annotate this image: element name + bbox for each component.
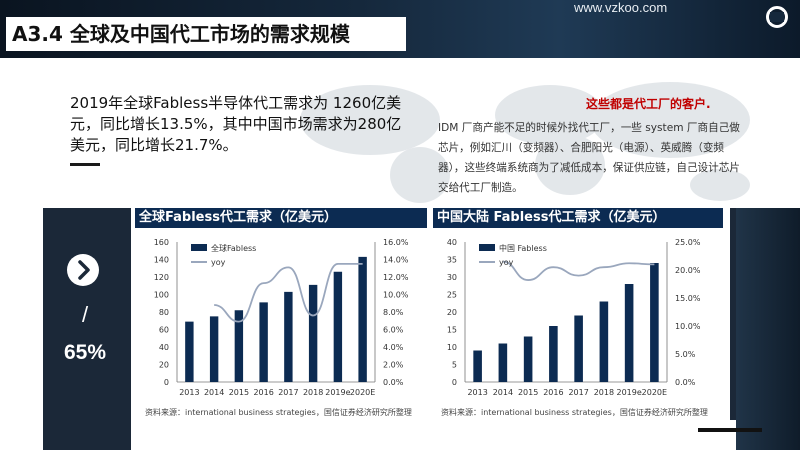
yoy-line (502, 260, 655, 281)
yoy-line (214, 262, 363, 323)
charts-container: 全球Fabless代工需求（亿美元） 中国大陆 Fabless代工需求（亿美元）… (131, 208, 736, 420)
x-tick-label: 2013 (467, 388, 487, 397)
chevron-right-icon (78, 260, 90, 280)
x-tick-label: 2017 (568, 388, 588, 397)
y-left-tick-label: 20 (447, 308, 457, 317)
y-left-tick-label: 25 (447, 291, 457, 300)
y-right-tick-label: 14.0% (383, 256, 409, 265)
right-side-panel (736, 208, 800, 450)
y-left-tick-label: 160 (154, 238, 169, 247)
bar (358, 256, 367, 382)
side-slash: / (81, 302, 89, 327)
x-tick-label: 2019e (325, 388, 350, 397)
y-left-tick-label: 15 (447, 326, 457, 335)
x-tick-label: 2017 (278, 388, 298, 397)
bar (599, 301, 609, 382)
y-right-tick-label: 2.0% (383, 361, 404, 370)
side-percent: 65% (63, 341, 107, 364)
intro-divider (70, 163, 100, 166)
world-map-watermark (300, 82, 750, 203)
bar (185, 321, 194, 382)
bar (650, 263, 659, 382)
bar (523, 336, 533, 382)
legend-swatch-bar (479, 244, 495, 251)
page-title: A3.4 全球及中国代工市场的需求规模 (6, 17, 406, 51)
bar (574, 315, 583, 382)
y-left-tick-label: 0 (164, 378, 169, 387)
charts-svg: 0204060801001201401600.0%2.0%4.0%6.0%8.0… (154, 238, 701, 397)
y-left-tick-label: 140 (154, 256, 169, 265)
intro-text: 2019年全球Fabless半导体代工需求为 1260亿美元，同比增长13.5%… (70, 94, 402, 154)
bar (259, 302, 268, 382)
y-right-tick-label: 5.0% (675, 350, 696, 359)
legend-label-bar: 中国 Fabless (499, 243, 547, 253)
x-tick-label: 2020E (642, 388, 667, 397)
bar (284, 291, 293, 382)
y-left-tick-label: 10 (447, 343, 457, 352)
chart-2-title: 中国大陆 Fabless代工需求（亿美元） (433, 208, 723, 228)
next-arrow-button[interactable] (67, 254, 99, 286)
y-right-tick-label: 0.0% (383, 378, 404, 387)
x-tick-label: 2015 (518, 388, 538, 397)
y-right-tick-label: 12.0% (383, 273, 409, 282)
bar (308, 284, 318, 382)
header-banner: A3.4 全球及中国代工市场的需求规模 www.vzkoo.com (0, 0, 800, 58)
bar (209, 316, 219, 382)
y-right-tick-label: 20.0% (675, 266, 701, 275)
legend-label-bar: 全球Fabless (211, 243, 256, 253)
power-icon (766, 6, 788, 28)
bar (473, 350, 482, 382)
y-right-tick-label: 15.0% (675, 294, 701, 303)
x-tick-label: 2018 (303, 388, 323, 397)
y-left-tick-label: 100 (154, 291, 169, 300)
y-left-tick-label: 30 (447, 273, 457, 282)
y-left-tick-label: 40 (159, 343, 169, 352)
bottom-strip (131, 420, 736, 450)
y-right-tick-label: 25.0% (675, 238, 701, 247)
y-right-tick-label: 10.0% (383, 291, 409, 300)
site-url[interactable]: www.vzkoo.com (574, 0, 668, 15)
chart-1-source: 资料来源：international business strategies，国… (145, 408, 412, 417)
x-tick-label: 2018 (594, 388, 614, 397)
power-icon-gap (770, 12, 784, 22)
y-left-tick-label: 20 (159, 361, 169, 370)
chart-1-title: 全球Fabless代工需求（亿美元） (135, 208, 427, 228)
y-left-tick-label: 35 (447, 256, 457, 265)
y-left-tick-label: 40 (447, 238, 457, 247)
note-body: IDM 厂商产能不足的时候外找代工厂，一些 system 厂商自己做芯片，例如汇… (438, 122, 740, 194)
y-left-tick-label: 5 (452, 361, 457, 370)
y-right-tick-label: 16.0% (383, 238, 409, 247)
chart-2-source: 资料来源：international business strategies，国… (441, 408, 708, 417)
left-side-panel (43, 208, 131, 450)
y-left-tick-label: 120 (154, 273, 169, 282)
x-tick-label: 2019e (616, 388, 641, 397)
x-tick-label: 2020E (350, 388, 375, 397)
bar (234, 310, 244, 382)
y-left-tick-label: 0 (452, 378, 457, 387)
y-left-tick-label: 80 (159, 308, 169, 317)
y-right-tick-label: 10.0% (675, 322, 701, 331)
y-right-tick-label: 0.0% (675, 378, 696, 387)
bar (333, 271, 343, 382)
y-right-tick-label: 8.0% (383, 308, 404, 317)
bar (624, 284, 634, 382)
bar (549, 326, 558, 382)
x-tick-label: 2016 (543, 388, 563, 397)
y-right-tick-label: 6.0% (383, 326, 404, 335)
legend-swatch-bar (191, 244, 207, 251)
x-tick-label: 2015 (229, 388, 249, 397)
right-divider (698, 428, 762, 432)
x-tick-label: 2013 (179, 388, 199, 397)
y-right-tick-label: 4.0% (383, 343, 404, 352)
x-tick-label: 2014 (493, 388, 513, 397)
legend-label-line: yoy (211, 258, 226, 267)
bar (498, 343, 508, 382)
x-tick-label: 2014 (204, 388, 224, 397)
note-title: 这些都是代工厂的客户. (586, 97, 711, 111)
legend-label-line: yoy (499, 258, 514, 267)
x-tick-label: 2016 (253, 388, 273, 397)
y-left-tick-label: 60 (159, 326, 169, 335)
